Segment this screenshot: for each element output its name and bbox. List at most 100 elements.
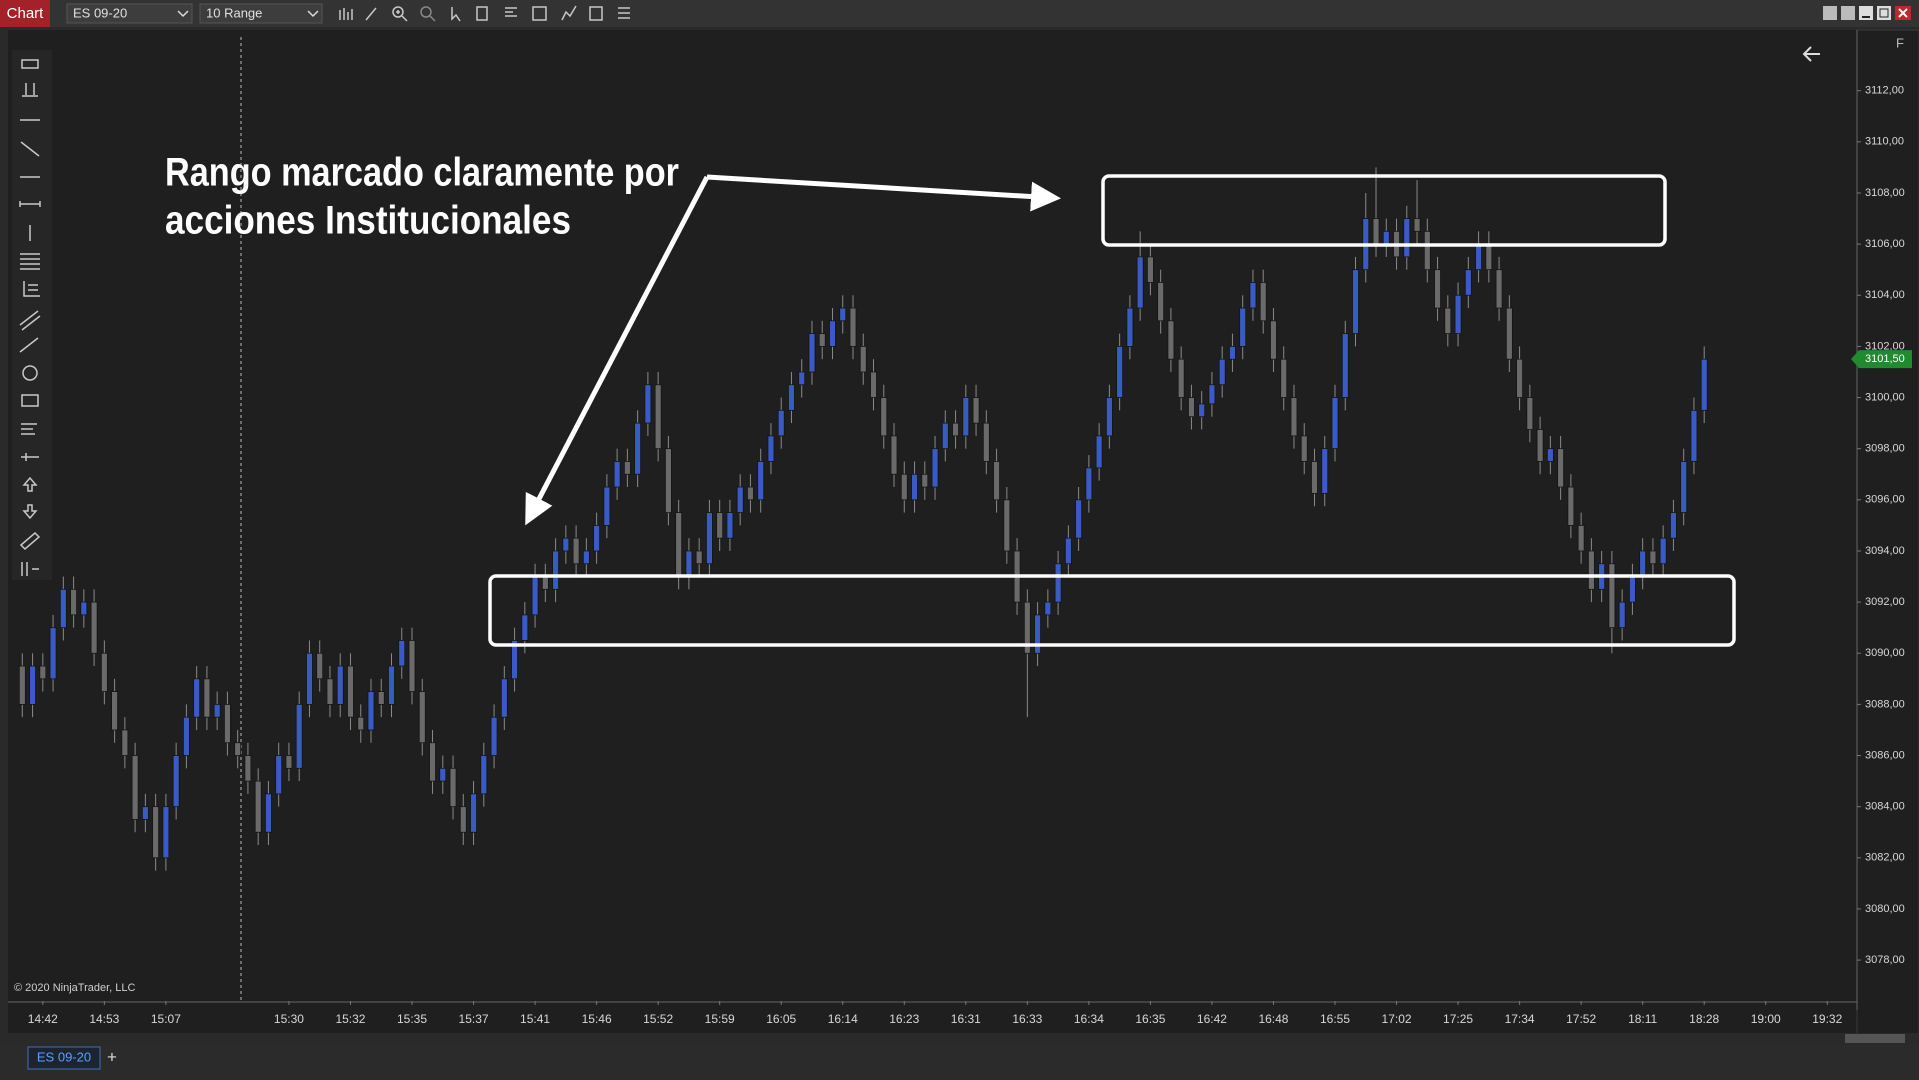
candle-body (1557, 448, 1565, 488)
scroll-thumb[interactable] (1845, 1034, 1905, 1043)
candle-body (418, 691, 426, 744)
x-tick-label: 19:32 (1812, 1012, 1842, 1026)
candle-body (777, 409, 785, 437)
drawing-tools[interactable] (19, 59, 41, 576)
candle-body (1495, 269, 1503, 309)
candle-body (1536, 429, 1544, 462)
candle-body (1177, 358, 1185, 398)
candle-body (623, 461, 631, 475)
y-tick-label: 3090,00 (1865, 647, 1905, 659)
candle-body (398, 640, 406, 667)
x-tick-label: 15:32 (335, 1012, 365, 1026)
candle-body (121, 729, 129, 756)
candle-body (716, 512, 724, 539)
candle-body (993, 461, 1000, 501)
candle-body (1280, 358, 1288, 398)
candle-body (1034, 614, 1041, 654)
candle-body (1311, 461, 1318, 494)
candle-body (213, 703, 221, 718)
instrument-tab-label[interactable]: ES 09-20 (37, 1049, 91, 1064)
candle-body (982, 422, 990, 462)
x-tick-label: 14:53 (89, 1012, 119, 1026)
x-tick-label: 18:28 (1689, 1012, 1719, 1026)
candle-body (224, 703, 231, 744)
candle-body (726, 512, 734, 539)
instrument-label[interactable]: ES 09-20 (73, 5, 127, 20)
last-price-label: 3101,50 (1865, 353, 1905, 365)
x-tick-label: 16:35 (1135, 1012, 1165, 1026)
candle-body (962, 397, 970, 437)
y-tick-label: 3112,00 (1865, 85, 1904, 97)
instrument-select[interactable] (66, 3, 193, 24)
x-tick-label: 17:34 (1505, 1012, 1535, 1026)
back-arrow[interactable] (1802, 46, 1820, 62)
candle-body (1423, 230, 1431, 271)
period-label[interactable]: 10 Range (206, 5, 262, 20)
candle-body (1680, 461, 1688, 514)
candle-body (1229, 346, 1236, 360)
candle-body (808, 333, 816, 373)
y-tick-label: 3082,00 (1865, 852, 1905, 864)
candle-body (429, 742, 436, 782)
tab-bar (0, 1045, 1919, 1080)
candle-body (1567, 486, 1575, 526)
candle-body (1516, 358, 1523, 398)
candle-body (59, 588, 67, 629)
candle-body (1505, 307, 1513, 360)
candle-body (285, 755, 293, 769)
price-axis (1856, 29, 1919, 1036)
window-buttons[interactable] (1823, 6, 1911, 20)
add-tab[interactable]: + (107, 1047, 117, 1066)
candle-body (1587, 550, 1595, 590)
y-tick-label: 3078,00 (1865, 954, 1905, 966)
candle-body (459, 806, 467, 833)
candle-body (275, 755, 283, 795)
range-box-top (1101, 174, 1667, 247)
y-tick-label: 3084,00 (1865, 801, 1905, 813)
candle-body (439, 767, 447, 782)
range-box-bottom (488, 574, 1736, 647)
candle-body (162, 806, 170, 859)
candle-body (490, 716, 498, 756)
x-tick-label: 16:33 (1012, 1012, 1042, 1026)
candle-body (1188, 397, 1195, 418)
candle-body (1126, 307, 1134, 347)
candle-body (1444, 307, 1452, 335)
candle-body (634, 422, 642, 475)
y-tick-label: 3092,00 (1865, 596, 1905, 608)
chart-tab-label[interactable]: Chart (7, 5, 45, 22)
candle-body (306, 652, 313, 705)
candle-body (521, 614, 529, 641)
y-tick-label: 3110,00 (1865, 136, 1904, 148)
x-tick-label: 16:14 (828, 1012, 858, 1026)
x-tick-label: 16:48 (1258, 1012, 1288, 1026)
candle-body (685, 550, 693, 577)
candle-body (603, 486, 611, 526)
scrollbar[interactable] (8, 1033, 1919, 1045)
candle-body (1382, 230, 1390, 245)
x-tick-label: 16:55 (1320, 1012, 1350, 1026)
candle-body (234, 742, 242, 756)
candle-body (562, 537, 570, 552)
x-tick-label: 15:07 (151, 1012, 181, 1026)
candle-body (1464, 269, 1472, 296)
candle-body (1413, 218, 1421, 232)
y-tick-label: 3086,00 (1865, 749, 1905, 761)
f-button[interactable]: F (1896, 35, 1904, 50)
candle-body (593, 524, 601, 552)
candle-body (172, 755, 180, 808)
period-select[interactable] (199, 3, 323, 24)
y-tick-label: 3098,00 (1865, 443, 1905, 455)
y-tick-label: 3102,00 (1865, 340, 1905, 352)
instrument-tab[interactable] (27, 1046, 101, 1070)
candle-body (941, 422, 949, 450)
candle-body (829, 320, 836, 347)
x-tick-label: 14:42 (28, 1012, 58, 1026)
candle-body (1167, 320, 1175, 360)
candle-body (265, 793, 272, 833)
candle-body (706, 512, 713, 565)
chart-tab[interactable] (0, 0, 50, 27)
y-tick-label: 3096,00 (1865, 494, 1905, 506)
candle-body (695, 550, 703, 565)
toolbar-icons[interactable] (339, 5, 630, 22)
